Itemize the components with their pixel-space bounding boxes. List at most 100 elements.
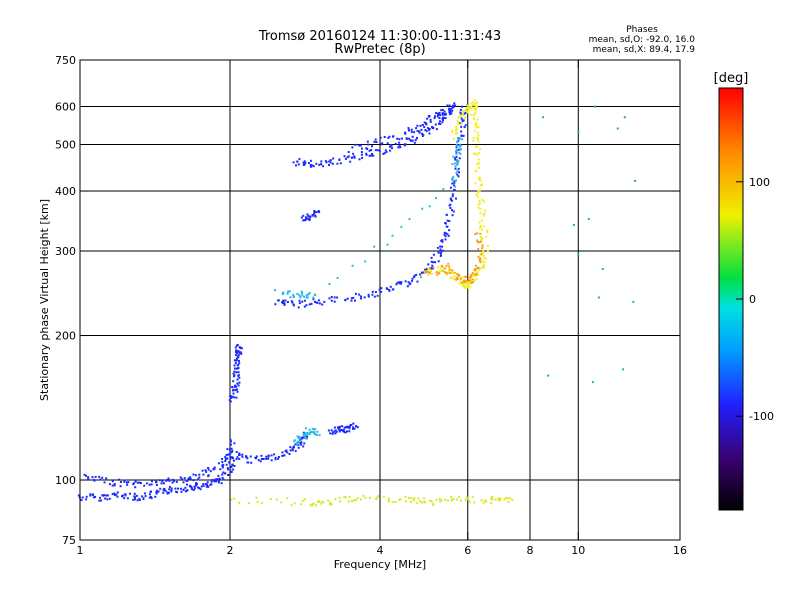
- scatter-point: [435, 197, 437, 200]
- scatter-point: [473, 117, 475, 120]
- scatter-point: [235, 458, 238, 461]
- scatter-point: [448, 270, 450, 273]
- scatter-point: [458, 115, 461, 118]
- scatter-point: [391, 234, 394, 237]
- scatter-point: [455, 143, 458, 146]
- scatter-point: [301, 292, 304, 294]
- scatter-point: [226, 457, 229, 460]
- scatter-point: [322, 165, 325, 168]
- scatter-point: [127, 481, 130, 484]
- scatter-point: [233, 497, 236, 500]
- scatter-point: [484, 499, 487, 502]
- scatter-point: [361, 156, 364, 159]
- scatter-point: [177, 487, 179, 490]
- scatter-point: [378, 288, 381, 291]
- scatter-point: [439, 120, 441, 123]
- scatter-point: [265, 455, 268, 458]
- scatter-point: [281, 293, 284, 296]
- scatter-point: [309, 164, 312, 166]
- scatter-point: [168, 485, 171, 488]
- scatter-point: [437, 251, 440, 254]
- scatter-point: [404, 131, 406, 134]
- scatter-point: [336, 162, 339, 165]
- scatter-point: [108, 497, 111, 500]
- scatter-point: [214, 478, 217, 481]
- scatter-point: [431, 126, 434, 129]
- scatter-point: [238, 381, 241, 384]
- scatter-point: [448, 229, 451, 232]
- scatter-point: [111, 484, 114, 487]
- scatter-point: [318, 302, 321, 305]
- scatter-point: [316, 301, 319, 304]
- scatter-point: [195, 482, 198, 484]
- scatter-point: [333, 426, 336, 429]
- scatter-point: [290, 300, 293, 303]
- scatter-point: [372, 154, 375, 157]
- scatter-point: [238, 359, 240, 362]
- scatter-point: [348, 495, 351, 498]
- scatter-point: [228, 399, 231, 402]
- scatter-point: [235, 451, 238, 453]
- scatter-point: [126, 483, 129, 486]
- scatter-point: [273, 453, 276, 456]
- scatter-point: [461, 281, 464, 284]
- scatter-point: [255, 455, 258, 458]
- scatter-point: [180, 490, 183, 493]
- scatter-point: [232, 375, 235, 378]
- scatter-point: [476, 195, 479, 198]
- scatter-point: [330, 503, 333, 506]
- colorbar-ticks: 100 0 -100: [736, 176, 774, 423]
- scatter-point: [154, 480, 157, 482]
- scatter-point: [478, 267, 481, 270]
- scatter-point: [480, 267, 483, 270]
- scatter-point: [367, 295, 370, 298]
- scatter-point: [320, 160, 323, 163]
- scatter-point: [423, 497, 426, 500]
- scatter-point: [503, 498, 506, 501]
- scatter-point: [427, 127, 429, 130]
- scatter-point: [158, 479, 161, 482]
- x-tick-label: 1: [77, 544, 84, 557]
- scatter-point: [299, 295, 302, 298]
- scatter-point: [318, 500, 320, 503]
- scatter-point: [477, 134, 480, 137]
- scatter-point: [455, 155, 458, 158]
- scatter-point: [453, 181, 456, 184]
- scatter-point: [441, 112, 444, 115]
- scatter-point: [340, 428, 343, 431]
- scatter-point: [133, 492, 136, 495]
- scatter-point: [197, 486, 199, 489]
- scatter-point: [238, 453, 241, 456]
- scatter-point: [437, 260, 440, 263]
- scatter-point: [171, 481, 174, 484]
- scatter-point: [190, 485, 193, 488]
- scatter-point: [457, 167, 460, 170]
- scatter-point: [459, 499, 462, 502]
- y-tick-label: 500: [55, 139, 76, 152]
- scatter-point: [374, 149, 377, 152]
- scatter-point: [479, 184, 482, 187]
- scatter-point: [307, 215, 310, 217]
- scatter-point: [224, 472, 227, 475]
- scatter-point: [316, 501, 319, 503]
- scatter-point: [475, 101, 478, 104]
- scatter-point: [371, 152, 373, 155]
- scatter-point: [143, 484, 146, 487]
- scatter-point: [379, 136, 382, 139]
- scatter-point: [478, 257, 481, 260]
- scatter-point: [126, 497, 129, 500]
- scatter-point: [222, 478, 225, 481]
- scatter-point: [225, 454, 228, 457]
- scatter-point: [229, 395, 232, 398]
- scatter-point: [371, 290, 374, 293]
- scatter-point: [205, 483, 207, 486]
- scatter-point: [472, 104, 475, 107]
- scatter-point: [482, 251, 484, 254]
- scatter-point: [238, 376, 241, 379]
- scatter-point: [358, 144, 361, 147]
- scatter-point: [293, 502, 296, 505]
- scatter-point: [170, 489, 173, 492]
- scatter-point: [287, 290, 290, 293]
- scatter-point: [195, 484, 198, 487]
- scatter-point: [449, 207, 452, 209]
